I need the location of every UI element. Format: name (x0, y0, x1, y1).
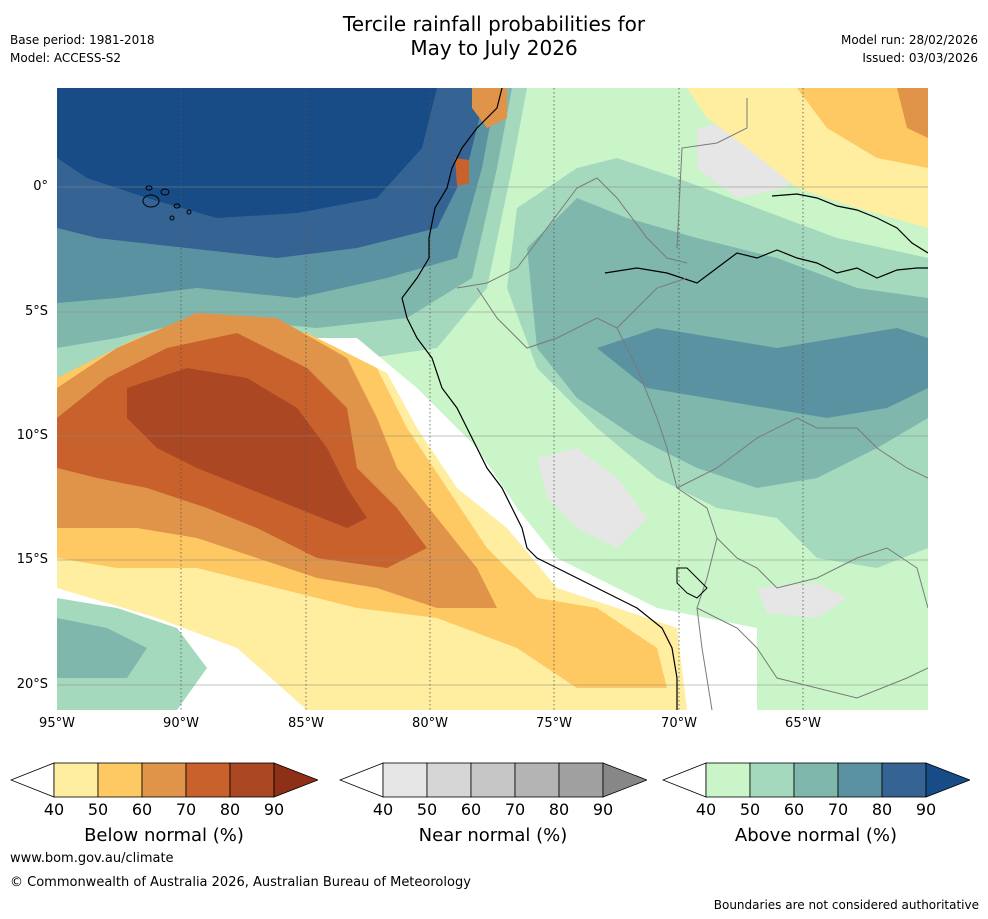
cb-near-tick-60: 60 (460, 800, 482, 819)
region-below-north-coast (472, 88, 507, 128)
colorbar-segment (749, 762, 795, 798)
lat-label-0: 0° (33, 179, 48, 194)
rainfall-probability-map (57, 88, 928, 710)
region-below-spot (455, 158, 469, 186)
lon-label-95w: 95°W (39, 716, 75, 731)
title-line-2: May to July 2026 (410, 36, 578, 60)
lon-label-90w: 90°W (163, 716, 199, 731)
colorbar-below (10, 762, 318, 798)
lon-label-70w: 70°W (661, 716, 697, 731)
region-above-sw-inner (57, 618, 147, 678)
galapagos-islands (142, 185, 192, 221)
colorbar-right-extend (273, 762, 318, 798)
colorbar-segment (558, 762, 604, 798)
colorbar-right-extend (602, 762, 647, 798)
colorbar-left-extend (10, 762, 55, 798)
cb-below-tick-60: 60 (131, 800, 153, 819)
colorbar-segment (881, 762, 927, 798)
cb-below-title: Below normal (%) (84, 825, 244, 846)
region-above-90 (57, 88, 437, 218)
colorbar-segment (793, 762, 839, 798)
cb-near-tick-80: 80 (548, 800, 570, 819)
region-below-90 (127, 368, 367, 528)
footer-copyright: © Commonwealth of Australia 2026, Austra… (10, 875, 471, 890)
region-below-ne-70 (897, 88, 928, 138)
lat-grid (57, 186, 928, 686)
cb-below-tick-70: 70 (175, 800, 197, 819)
north-coastline (604, 249, 928, 284)
footer-disclaimer: Boundaries are not considered authoritat… (713, 898, 979, 912)
base-period: Base period: 1981-2018 (10, 33, 155, 47)
colorbar-segment (141, 762, 187, 798)
lon-label-80w: 80°W (412, 716, 448, 731)
colorbar-segment (514, 762, 560, 798)
map-title: Tercile rainfall probabilities for May t… (0, 12, 988, 60)
cb-below-tick-40: 40 (43, 800, 65, 819)
cb-below-tick-90: 90 (263, 800, 285, 819)
lat-label-5s: 5°S (24, 304, 48, 319)
colorbar-right-extend (925, 762, 970, 798)
cb-above-tick-70: 70 (827, 800, 849, 819)
cb-above-tick-60: 60 (783, 800, 805, 819)
cb-above-tick-40: 40 (695, 800, 717, 819)
lat-label-15s: 15°S (16, 552, 48, 567)
region-land-above-70 (597, 328, 928, 418)
colorbar-segment (837, 762, 883, 798)
north-coastline-2 (771, 193, 928, 254)
region-near-50-c (757, 583, 847, 618)
lon-label-75w: 75°W (536, 716, 572, 731)
cb-near-tick-90: 90 (592, 800, 614, 819)
model-name: Model: ACCESS-S2 (10, 51, 122, 65)
coastline (401, 88, 678, 710)
cb-above-tick-90: 90 (915, 800, 937, 819)
footer-url[interactable]: www.bom.gov.au/climate (10, 851, 174, 866)
lon-label-65w: 65°W (785, 716, 821, 731)
lake-titicaca (676, 567, 708, 599)
colorbar-left-extend (339, 762, 384, 798)
meta-right: Model run: 28/02/2026 Issued: 03/03/2026 (841, 31, 978, 67)
lon-label-85w: 85°W (288, 716, 324, 731)
colorbar-segment (426, 762, 472, 798)
colorbar-segment (97, 762, 143, 798)
meta-left: Base period: 1981-2018 Model: ACCESS-S2 (10, 31, 155, 67)
lat-label-20s: 20°S (16, 677, 48, 692)
region-below-ne-60 (797, 88, 928, 168)
cb-near-tick-50: 50 (416, 800, 438, 819)
colorbar-segment (382, 762, 428, 798)
colorbar-segment (705, 762, 751, 798)
cb-above-tick-50: 50 (739, 800, 761, 819)
cb-below-tick-50: 50 (87, 800, 109, 819)
colorbar-above (662, 762, 970, 798)
cb-near-title: Near normal (%) (418, 825, 568, 846)
issued-date: Issued: 03/03/2026 (862, 51, 978, 65)
colorbar-left-extend (662, 762, 707, 798)
title-line-1: Tercile rainfall probabilities for (342, 12, 646, 36)
colorbar-near (339, 762, 647, 798)
cb-above-tick-80: 80 (871, 800, 893, 819)
cb-near-tick-40: 40 (372, 800, 394, 819)
colorbar-segment (53, 762, 99, 798)
model-run: Model run: 28/02/2026 (840, 33, 978, 47)
colorbar-segment (470, 762, 516, 798)
cb-near-tick-70: 70 (504, 800, 526, 819)
lat-label-10s: 10°S (16, 428, 48, 443)
colorbar-segment (229, 762, 275, 798)
region-near-50-a (537, 448, 647, 548)
cb-above-title: Above normal (%) (734, 825, 898, 846)
colorbar-segment (185, 762, 231, 798)
cb-below-tick-80: 80 (219, 800, 241, 819)
